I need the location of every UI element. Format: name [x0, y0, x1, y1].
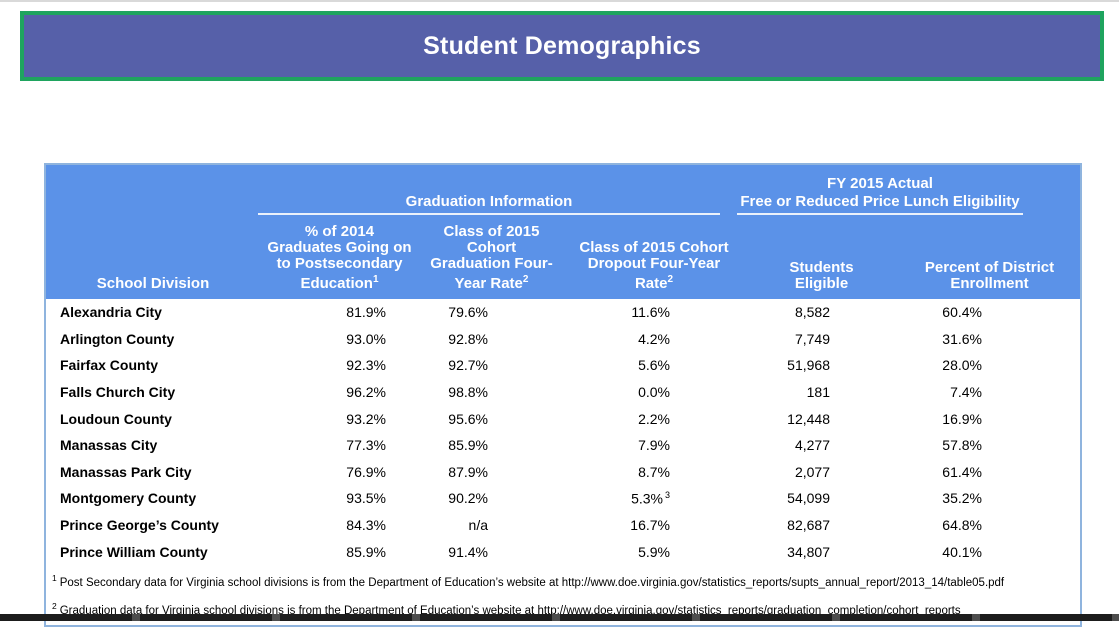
value-cell: 92.7%: [448, 357, 488, 374]
value-cell: 85.9%: [448, 437, 488, 454]
table-row: Falls Church City 96.2% 98.8% 0.0% 181 7.4%: [46, 379, 1080, 406]
value-cell: 87.9%: [448, 463, 488, 480]
value-cell: 82,687: [787, 517, 830, 534]
column-header: Class of 2015 Cohort Dropout Four-Year Rat…: [579, 239, 729, 292]
value-cell: 12,448: [787, 410, 830, 427]
demographics-table: Graduation Information FY 2015 Actual Fr…: [44, 163, 1082, 627]
table-row: Prince William County 85.9% 91.4% 5.9% 34,80…: [46, 538, 1080, 565]
value-cell: 16.9%: [942, 410, 982, 427]
table-row: Arlington County 93.0% 92.8% 4.2% 7,749 31.6%: [46, 326, 1080, 353]
table-row: Montgomery County 93.5% 90.2% 5.3% 3 54,099 35…: [46, 485, 1080, 512]
value-cell: 93.5%: [346, 490, 386, 507]
division-cell: Arlington County: [60, 330, 175, 347]
column-header: Class of 2015 Cohort Graduation Four- Year…: [430, 223, 553, 292]
column-header: % of 2014 Graduates Going on to Postsecond…: [267, 223, 412, 292]
division-cell: Manassas Park City: [60, 463, 192, 480]
value-cell: 96.2%: [346, 384, 386, 401]
value-cell: n/a: [468, 517, 488, 534]
division-cell: Prince George’s County: [60, 517, 219, 534]
table-body: Alexandria City 81.9% 79.6% 11.6% 8,582 60.4%…: [46, 299, 1080, 565]
value-cell: 93.2%: [346, 410, 386, 427]
division-cell: Manassas City: [60, 437, 158, 454]
cropped-bottom-text-band: [0, 614, 1119, 621]
column-header: Percent of District Enrollment: [924, 259, 1055, 292]
table-row: Alexandria City 81.9% 79.6% 11.6% 8,582 60.4%: [46, 299, 1080, 326]
table-row: Prince George’s County 84.3% n/a 16.7% 82,68…: [46, 512, 1080, 539]
division-cell: Alexandria City: [60, 304, 162, 321]
value-cell: 93.0%: [346, 330, 386, 347]
value-cell: 54,099: [787, 490, 830, 507]
group-header-label: Graduation Information: [405, 193, 573, 210]
group-header-free-reduced-lunch: FY 2015 Actual Free or Reduced Price Lun…: [737, 165, 1023, 215]
slide-top-edge-line: [0, 0, 1119, 2]
value-cell: 40.1%: [942, 543, 982, 560]
group-header-graduation-information: Graduation Information: [258, 165, 720, 215]
value-cell: 4,277: [794, 437, 830, 454]
division-cell: Falls Church City: [60, 384, 176, 401]
value-cell: 181: [806, 384, 830, 401]
value-cell: 90.2%: [448, 490, 488, 507]
group-header-label: FY 2015 Actual: [827, 175, 933, 192]
value-cell: 5.9%: [638, 543, 670, 560]
value-cell: 28.0%: [942, 357, 982, 374]
value-cell: 35.2%: [942, 490, 982, 507]
value-cell: 34,807: [787, 543, 830, 560]
value-cell: 60.4%: [942, 304, 982, 321]
footnote: 1 Post Secondary data for Virginia school…: [52, 572, 1005, 589]
value-cell: 57.8%: [942, 437, 982, 454]
value-cell: 77.3%: [346, 437, 386, 454]
division-cell: Prince William County: [60, 543, 208, 560]
value-cell: 5.3% 3: [631, 490, 670, 507]
value-cell: 92.8%: [448, 330, 488, 347]
group-header-label: Free or Reduced Price Lunch Eligibility: [740, 193, 1020, 210]
column-header: School Division: [96, 275, 210, 292]
value-cell: 0.0%: [638, 384, 670, 401]
value-cell: 8,582: [794, 304, 830, 321]
value-cell: 2,077: [794, 463, 830, 480]
table-row: Loudoun County 93.2% 95.6% 2.2% 12,448 16.9%: [46, 405, 1080, 432]
value-cell: 98.8%: [448, 384, 488, 401]
column-header: Students Eligible: [789, 259, 854, 292]
table-row: Manassas Park City 76.9% 87.9% 8.7% 2,077 61.…: [46, 459, 1080, 486]
division-cell: Loudoun County: [60, 410, 172, 427]
column-headers-row: School Division % of 2014 Graduates Going …: [46, 165, 1080, 299]
page-title: Student Demographics: [423, 31, 701, 60]
value-cell: 61.4%: [942, 463, 982, 480]
value-cell: 81.9%: [346, 304, 386, 321]
value-cell: 16.7%: [630, 517, 670, 534]
value-cell: 8.7%: [638, 463, 670, 480]
division-cell: Fairfax County: [60, 357, 159, 374]
value-cell: 64.8%: [942, 517, 982, 534]
table-header: Graduation Information FY 2015 Actual Fr…: [46, 165, 1080, 299]
value-cell: 79.6%: [448, 304, 488, 321]
value-cell: 5.6%: [638, 357, 670, 374]
title-banner: Student Demographics: [20, 11, 1104, 81]
footnotes: 1 Post Secondary data for Virginia school…: [46, 565, 1080, 625]
value-cell: 84.3%: [346, 517, 386, 534]
value-cell: 31.6%: [942, 330, 982, 347]
division-cell: Montgomery County: [60, 490, 197, 507]
value-cell: 7,749: [794, 330, 830, 347]
value-cell: 91.4%: [448, 543, 488, 560]
value-cell: 4.2%: [638, 330, 670, 347]
value-cell: 95.6%: [448, 410, 488, 427]
value-cell: 51,968: [787, 357, 830, 374]
value-cell: 85.9%: [346, 543, 386, 560]
table-row: Fairfax County 92.3% 92.7% 5.6% 51,968 28.0%: [46, 352, 1080, 379]
value-cell: 7.4%: [950, 384, 982, 401]
value-cell: 7.9%: [638, 437, 670, 454]
value-cell: 2.2%: [638, 410, 670, 427]
value-cell: 92.3%: [346, 357, 386, 374]
value-cell: 11.6%: [631, 304, 670, 321]
value-cell: 76.9%: [346, 463, 386, 480]
footnote: 2 Graduation data for Virginia school div…: [52, 600, 961, 617]
table-row: Manassas City 77.3% 85.9% 7.9% 4,277 57.8%: [46, 432, 1080, 459]
